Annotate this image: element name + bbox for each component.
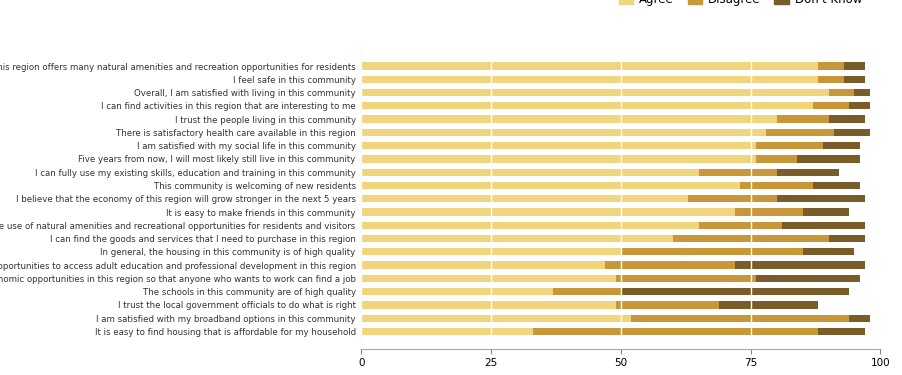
Bar: [823, 142, 859, 149]
Bar: [817, 76, 843, 83]
Bar: [812, 102, 848, 110]
Bar: [615, 275, 755, 282]
Bar: [361, 155, 755, 163]
Bar: [817, 62, 843, 70]
Bar: [828, 89, 853, 96]
Bar: [361, 209, 734, 216]
Bar: [755, 142, 823, 149]
Bar: [755, 155, 796, 163]
Bar: [698, 168, 776, 176]
Bar: [615, 301, 719, 309]
Bar: [802, 209, 849, 216]
Bar: [755, 275, 859, 282]
Bar: [361, 182, 740, 189]
Bar: [361, 129, 766, 136]
Bar: [361, 328, 532, 335]
Bar: [802, 248, 853, 255]
Bar: [361, 261, 604, 269]
Bar: [361, 301, 615, 309]
Bar: [361, 89, 828, 96]
Bar: [621, 288, 849, 295]
Bar: [361, 235, 672, 242]
Bar: [532, 328, 817, 335]
Bar: [828, 116, 864, 123]
Legend: Agree, Disagree, Don't Know: Agree, Disagree, Don't Know: [613, 0, 866, 11]
Bar: [849, 315, 870, 322]
Bar: [812, 182, 859, 189]
Bar: [630, 315, 848, 322]
Bar: [796, 155, 859, 163]
Bar: [361, 168, 698, 176]
Bar: [776, 116, 828, 123]
Bar: [361, 288, 553, 295]
Bar: [828, 235, 864, 242]
Bar: [361, 275, 615, 282]
Bar: [843, 62, 864, 70]
Bar: [698, 222, 781, 229]
Bar: [361, 142, 755, 149]
Bar: [361, 315, 630, 322]
Bar: [833, 129, 870, 136]
Bar: [853, 89, 870, 96]
Bar: [361, 76, 817, 83]
Bar: [361, 222, 698, 229]
Bar: [361, 102, 812, 110]
Bar: [740, 182, 812, 189]
Bar: [361, 195, 687, 202]
Bar: [604, 261, 734, 269]
Bar: [817, 328, 864, 335]
Bar: [672, 235, 828, 242]
Bar: [719, 301, 817, 309]
Bar: [766, 129, 833, 136]
Bar: [361, 116, 776, 123]
Bar: [621, 248, 802, 255]
Bar: [849, 102, 870, 110]
Bar: [776, 168, 838, 176]
Bar: [776, 195, 864, 202]
Bar: [361, 62, 817, 70]
Bar: [781, 222, 864, 229]
Bar: [361, 248, 621, 255]
Bar: [687, 195, 776, 202]
Bar: [734, 261, 864, 269]
Bar: [734, 209, 802, 216]
Bar: [553, 288, 621, 295]
Bar: [843, 76, 864, 83]
